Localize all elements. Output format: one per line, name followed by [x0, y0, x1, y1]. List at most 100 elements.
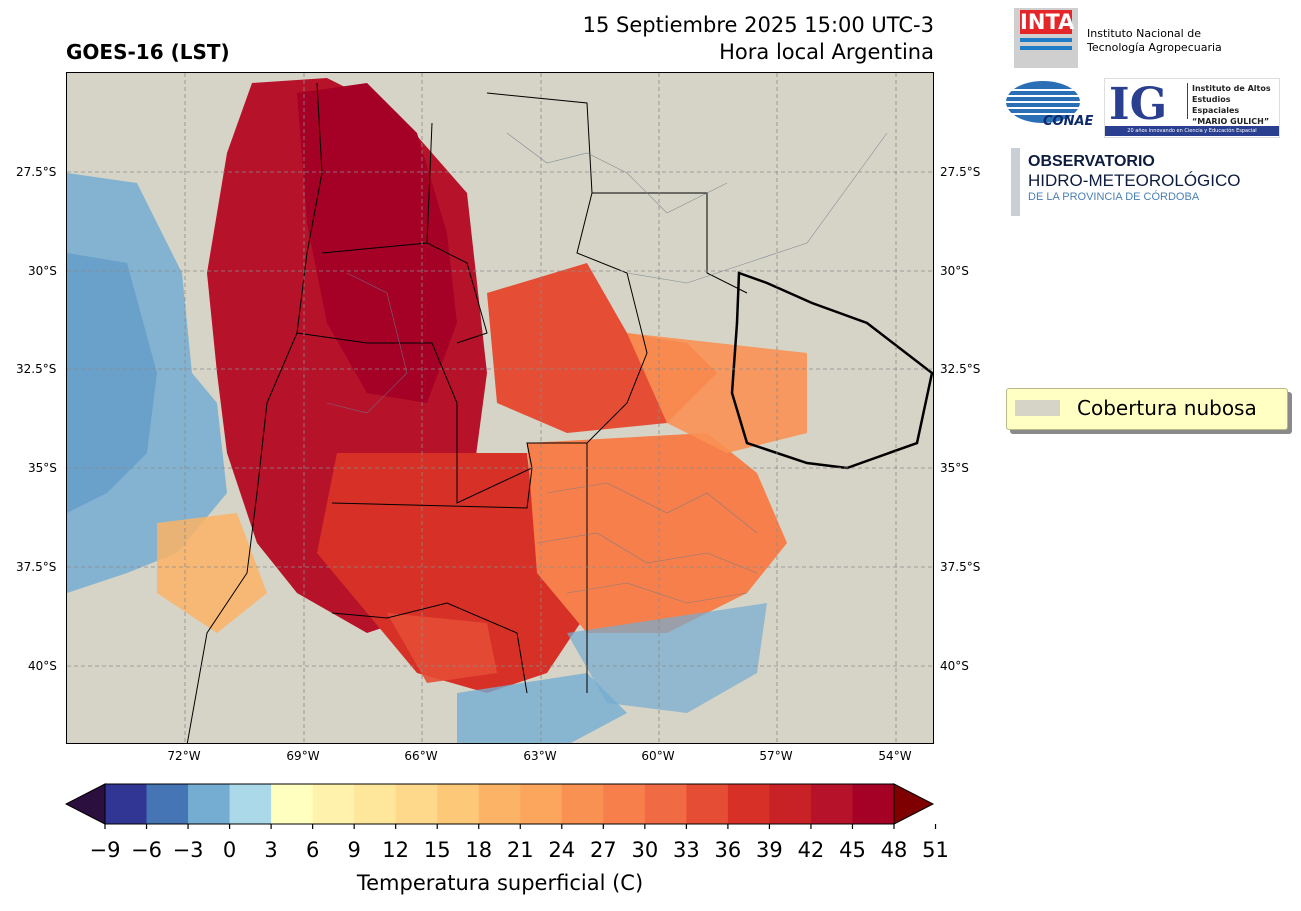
colorbar-cell	[105, 784, 148, 824]
observatorio-logo-bar	[1011, 148, 1020, 216]
lon-label: 57°W	[759, 749, 793, 763]
colorbar-tick-label: 33	[672, 838, 700, 862]
colorbar-frame	[104, 783, 895, 825]
ig-letters: IG	[1109, 79, 1168, 130]
department-borders	[326, 132, 888, 604]
colorbar-cell	[229, 784, 272, 824]
cloud-legend-label: Cobertura nubosa	[1077, 396, 1257, 420]
hot-region-central	[317, 453, 587, 693]
colder-ocean-area	[67, 253, 157, 513]
colorbar-cell	[146, 784, 189, 824]
colorbar-cell	[686, 784, 729, 824]
colorbar-tick-label: −3	[172, 838, 204, 862]
lat-label-right: 35°S	[940, 461, 969, 475]
ig-logo: IG Instituto de Altos Estudios Espaciale…	[1104, 78, 1280, 138]
colorbar-cell	[188, 784, 231, 824]
lat-label-right: 37.5°S	[940, 560, 981, 574]
map-title: GOES-16 (LST)	[66, 40, 230, 64]
ig-name-line: “MARIO GULICH”	[1192, 117, 1270, 126]
colorbar-tick-label: 51	[922, 838, 949, 862]
inta-name-line: Tecnología Agropecuaria	[1087, 41, 1222, 54]
local-time-note: Hora local Argentina	[719, 40, 934, 64]
hottest-region	[297, 83, 457, 403]
colorbar-tick-label: 6	[305, 838, 320, 862]
datetime-header: 15 Septiembre 2025 15:00 UTC-3 Hora loca…	[520, 12, 934, 66]
warm-region-pampas	[527, 433, 787, 633]
observatorio-logo: OBSERVATORIO HIDRO-METEOROLÓGICO DE LA P…	[1028, 153, 1241, 203]
colorbar-cell	[810, 784, 853, 824]
lat-label-left: 32.5°S	[16, 362, 57, 376]
colorbar-cell	[395, 784, 438, 824]
lat-label-left: 30°S	[28, 264, 57, 278]
inta-name-line: Instituto Nacional de	[1087, 27, 1201, 40]
colorbar-tick-label: 39	[756, 838, 783, 862]
colorbar-cell	[727, 784, 770, 824]
warm-region-uruguay	[627, 333, 807, 453]
ig-divider	[1187, 83, 1188, 119]
conae-text: CONAE	[1043, 114, 1094, 129]
colorbar-under-arrow	[64, 783, 106, 825]
colorbar-cell	[769, 784, 812, 824]
lon-label: 60°W	[641, 749, 675, 763]
colorbar-tick-label: 21	[506, 838, 534, 862]
lon-label: 69°W	[286, 749, 320, 763]
lat-label-left: 37.5°S	[16, 560, 57, 574]
colorbar-cell	[312, 784, 355, 824]
obs-line: OBSERVATORIO	[1028, 153, 1155, 170]
obs-line: HIDRO-METEOROLÓGICO	[1028, 171, 1241, 190]
lat-label-left: 35°S	[28, 461, 57, 475]
lat-label-right: 32.5°S	[940, 362, 981, 376]
map-gridlines	[67, 73, 933, 743]
lon-label: 66°W	[404, 749, 438, 763]
mild-region-chile	[157, 513, 267, 633]
inta-name: Instituto Nacional de Tecnología Agropec…	[1087, 27, 1222, 55]
colorbar-tick-label: 24	[548, 838, 576, 862]
colorbar-cell	[603, 784, 646, 824]
colorbar-tick-label: 12	[382, 838, 410, 862]
colorbar-tick-label: 9	[347, 838, 361, 862]
warm-region-patagonia	[387, 613, 497, 683]
ig-name-line: Estudios Espaciales	[1192, 95, 1240, 115]
colorbar-cell	[437, 784, 480, 824]
inta-logo-stripe	[1020, 38, 1072, 42]
colorbar-tick-label: 0	[222, 838, 237, 862]
lat-label-right: 40°S	[940, 659, 969, 673]
colorbar-cell	[271, 784, 314, 824]
colorbar-title: Temperatura superficial (C)	[356, 871, 644, 895]
ig-tagline: 20 años innovando en Ciencia y Educación…	[1105, 126, 1279, 136]
obs-line: DE LA PROVINCIA DE CÓRDOBA	[1028, 191, 1200, 203]
inta-logo-stripe	[1020, 46, 1072, 50]
ig-name-line: Instituto de Altos	[1192, 84, 1271, 93]
province-borders	[186, 82, 748, 743]
lst-map	[66, 72, 934, 744]
colorbar-tick-label: −6	[131, 838, 162, 862]
colorbar-tick-label: 45	[839, 838, 866, 862]
colorbar-tick-label: 27	[589, 838, 617, 862]
colorbar-tick-label: 30	[631, 838, 659, 862]
cold-region-atlantic	[567, 603, 767, 713]
colorbar-cell	[561, 784, 604, 824]
colorbar-cell	[520, 784, 563, 824]
colorbar-tick-label: 48	[880, 838, 908, 862]
colorbar-tick-label: 18	[465, 838, 493, 862]
lon-label: 72°W	[167, 749, 201, 763]
lat-label-right: 27.5°S	[940, 165, 981, 179]
colorbar-cell	[478, 784, 521, 824]
cold-region-gulf	[457, 673, 627, 743]
map-svg	[67, 73, 933, 743]
ig-name: Instituto de Altos Estudios Espaciales “…	[1192, 83, 1279, 127]
inta-logo-text: INTA	[1020, 10, 1075, 34]
conae-logo: CONAE	[1005, 80, 1093, 129]
lat-label-right: 30°S	[940, 264, 969, 278]
lon-label: 54°W	[878, 749, 912, 763]
lat-label-left: 27.5°S	[16, 165, 57, 179]
cloud-legend-swatch	[1015, 400, 1060, 416]
lon-label: 63°W	[523, 749, 557, 763]
colorbar-cell	[644, 784, 687, 824]
colorbar-cell	[354, 784, 397, 824]
colorbar-tick-label: 15	[423, 838, 451, 862]
colorbar-tick-label: 3	[264, 838, 278, 862]
colorbar-tick-label: 36	[714, 838, 742, 862]
colorbar-cell	[852, 784, 895, 824]
colorbar-over-arrow	[893, 783, 935, 825]
